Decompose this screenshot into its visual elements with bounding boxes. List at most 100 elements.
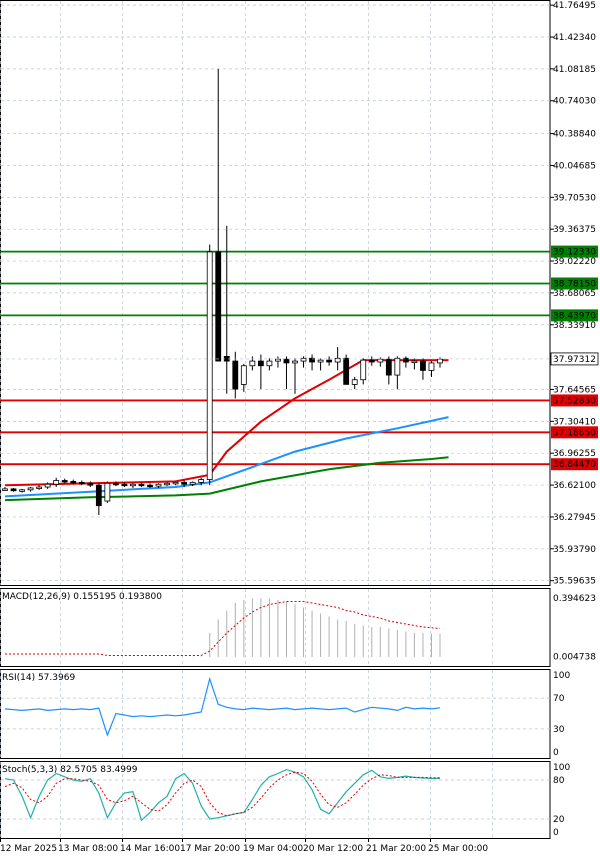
candle bbox=[189, 481, 196, 487]
candle bbox=[2, 487, 8, 491]
candle bbox=[70, 479, 77, 485]
candle bbox=[87, 481, 94, 488]
candle bbox=[19, 488, 25, 493]
candle bbox=[215, 69, 222, 362]
macd-tick-label: 0.004738 bbox=[553, 652, 596, 662]
candle-body-bearish bbox=[78, 481, 85, 485]
price-tick-label: 36.27945 bbox=[553, 513, 596, 523]
price-tick-label: 36.62100 bbox=[553, 481, 596, 491]
macd-tick-label: 0.394623 bbox=[553, 594, 596, 604]
stoch-tick-label: 100 bbox=[553, 763, 570, 773]
candle-body-bearish bbox=[283, 358, 290, 364]
candle bbox=[402, 356, 409, 368]
time-axis-label: 19 Mar 04:00 bbox=[243, 844, 303, 854]
candle bbox=[317, 358, 324, 371]
level-price-tag bbox=[551, 426, 598, 439]
candle-body-bullish bbox=[300, 357, 307, 362]
current-price-label: 37.97312 bbox=[553, 355, 596, 365]
candle-body-bearish bbox=[326, 359, 333, 363]
candle bbox=[351, 376, 358, 390]
price-tick-label: 41.08185 bbox=[553, 65, 596, 75]
candle-body-bearish bbox=[232, 360, 239, 390]
candle bbox=[27, 487, 34, 492]
candle-body-bearish bbox=[402, 357, 409, 363]
moving-average-line bbox=[4, 456, 449, 502]
price-tick-label: 39.70530 bbox=[553, 193, 596, 203]
price-tick-label: 37.30410 bbox=[553, 417, 596, 427]
candle bbox=[292, 358, 298, 394]
stoch-tick-label: 0 bbox=[553, 828, 559, 838]
level-price-tag bbox=[551, 394, 598, 407]
level-price-label: 37.52830 bbox=[553, 396, 596, 406]
candle bbox=[36, 485, 43, 490]
candle-body-bullish bbox=[172, 481, 179, 485]
candle bbox=[10, 487, 17, 492]
candle-body-bearish bbox=[95, 484, 102, 507]
candle bbox=[266, 358, 273, 371]
stoch-tick-label: 20 bbox=[553, 815, 565, 825]
candle-body-bullish bbox=[292, 360, 298, 364]
moving-average-line bbox=[4, 416, 449, 498]
candle bbox=[368, 356, 375, 366]
rsi-tick-label: 0 bbox=[553, 748, 559, 758]
candle-body-bullish bbox=[44, 483, 51, 488]
candle-body-bullish bbox=[437, 358, 443, 364]
price-tick-label: 35.59635 bbox=[553, 577, 596, 587]
candle-body-bullish bbox=[394, 357, 401, 376]
candle-body-bullish bbox=[377, 358, 384, 363]
candle-body-bearish bbox=[138, 483, 145, 487]
candle bbox=[326, 356, 333, 366]
price-tick-label: 38.33910 bbox=[553, 321, 596, 331]
level-price-tag bbox=[551, 245, 598, 258]
stoch-label: Stoch(5,3,3) 82.5705 83.4999 bbox=[2, 765, 138, 775]
candle-body-bullish bbox=[317, 359, 324, 363]
candle bbox=[420, 358, 426, 380]
candle-body-bullish bbox=[266, 360, 273, 367]
macd-signal-line bbox=[5, 601, 441, 656]
candle-body-bearish bbox=[368, 359, 375, 363]
candle-body-bullish bbox=[189, 481, 196, 485]
candle-body-bullish bbox=[27, 487, 34, 491]
candle bbox=[283, 356, 290, 390]
rsi-line bbox=[4, 676, 441, 737]
candle-body-bullish bbox=[198, 479, 205, 483]
candle-body-bearish bbox=[343, 357, 350, 385]
candle bbox=[44, 482, 51, 489]
candle-body-bullish bbox=[428, 362, 435, 371]
macd-label: MACD(12,26,9) 0.155195 0.193800 bbox=[2, 592, 162, 602]
rsi-tick-label: 100 bbox=[553, 671, 570, 681]
price-tick-label: 38.68065 bbox=[553, 289, 596, 299]
candle-body-bearish bbox=[181, 481, 188, 485]
candle-body-bearish bbox=[309, 357, 315, 363]
price-tick-label: 36.96255 bbox=[553, 449, 596, 459]
candle-body-bullish bbox=[240, 365, 247, 385]
candle-body-bearish bbox=[420, 360, 426, 371]
rsi-tick-label: 30 bbox=[553, 725, 565, 735]
level-price-label: 38.78150 bbox=[553, 279, 596, 289]
candle bbox=[181, 480, 188, 488]
candle bbox=[172, 481, 179, 486]
candle bbox=[155, 483, 162, 488]
rsi-tick-label: 70 bbox=[553, 694, 565, 704]
candle-body-bearish bbox=[10, 488, 17, 492]
candle-body-bullish bbox=[275, 358, 281, 362]
candle-body-bullish bbox=[104, 482, 111, 502]
level-price-label: 38.43970 bbox=[553, 311, 596, 321]
candle bbox=[309, 354, 315, 371]
candle bbox=[78, 480, 85, 486]
candle bbox=[112, 481, 119, 487]
candle bbox=[95, 483, 102, 516]
candle-body-bullish bbox=[334, 357, 341, 363]
price-tick-label: 40.38840 bbox=[553, 130, 596, 140]
candle-body-bearish bbox=[87, 482, 94, 486]
candle bbox=[104, 481, 111, 503]
candle bbox=[300, 356, 307, 368]
candle-body-bullish bbox=[351, 379, 358, 385]
candle-body-bearish bbox=[70, 481, 77, 484]
price-tick-label: 39.02220 bbox=[553, 257, 596, 267]
candle bbox=[428, 361, 435, 377]
level-price-tag bbox=[551, 458, 598, 471]
time-axis-label: 17 Mar 20:00 bbox=[180, 844, 240, 854]
level-price-label: 36.84470 bbox=[553, 460, 596, 470]
